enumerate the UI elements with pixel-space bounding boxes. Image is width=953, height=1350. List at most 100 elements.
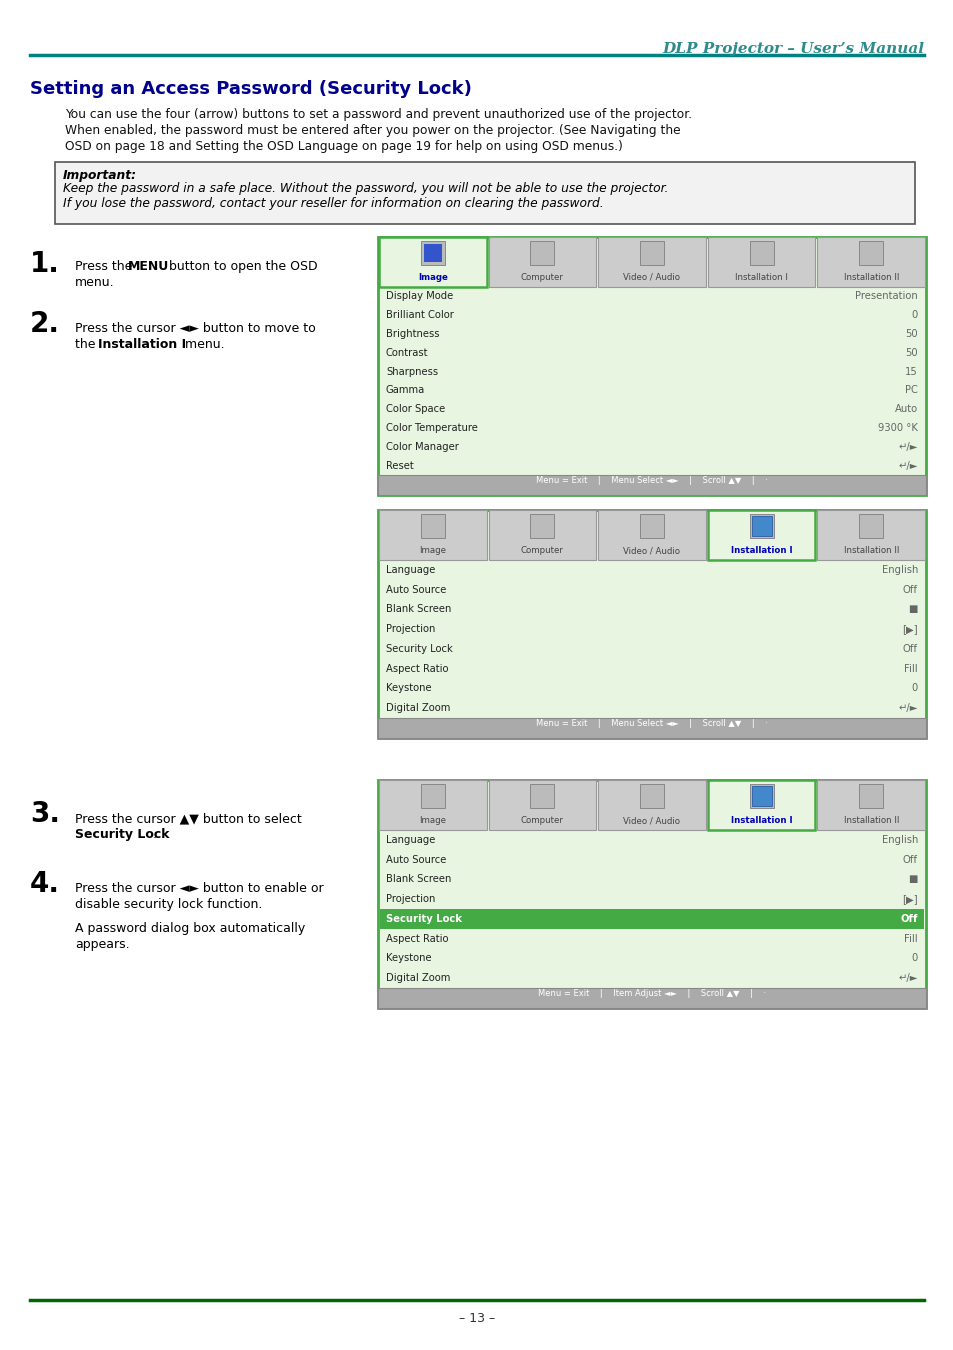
Text: 4.: 4. [30, 869, 60, 898]
FancyBboxPatch shape [378, 510, 486, 560]
FancyBboxPatch shape [488, 510, 596, 560]
FancyBboxPatch shape [377, 988, 925, 1008]
Text: Installation I: Installation I [735, 273, 787, 282]
FancyBboxPatch shape [707, 238, 815, 288]
Text: Installation I: Installation I [98, 338, 186, 351]
Text: 1.: 1. [30, 250, 60, 278]
Text: English: English [881, 564, 917, 575]
FancyBboxPatch shape [817, 780, 924, 830]
Text: PC: PC [904, 385, 917, 396]
Text: Installation II: Installation II [842, 815, 898, 825]
Text: Keystone: Keystone [386, 953, 431, 964]
Text: the: the [75, 338, 99, 351]
Text: Computer: Computer [520, 815, 563, 825]
Text: 9300 °K: 9300 °K [877, 423, 917, 433]
Text: 3.: 3. [30, 801, 60, 828]
Text: Digital Zoom: Digital Zoom [386, 973, 450, 983]
FancyBboxPatch shape [488, 780, 596, 830]
FancyBboxPatch shape [707, 780, 815, 830]
Text: Press the cursor ▲▼ button to select: Press the cursor ▲▼ button to select [75, 811, 301, 825]
Text: Brilliant Color: Brilliant Color [386, 310, 454, 320]
FancyBboxPatch shape [749, 242, 773, 265]
Text: DLP Projector – User’s Manual: DLP Projector – User’s Manual [661, 42, 923, 55]
Text: Language: Language [386, 564, 435, 575]
Text: Keep the password in a safe place. Without the password, you will not be able to: Keep the password in a safe place. Witho… [63, 182, 668, 194]
Text: Presentation: Presentation [854, 292, 917, 301]
Text: Press the cursor ◄► button to move to: Press the cursor ◄► button to move to [75, 323, 315, 335]
Text: Installation I: Installation I [730, 545, 792, 555]
Text: 0: 0 [911, 310, 917, 320]
Text: Off: Off [902, 855, 917, 864]
Text: Installation II: Installation II [842, 273, 898, 282]
Text: Blank Screen: Blank Screen [386, 605, 451, 614]
Text: Installation II: Installation II [842, 545, 898, 555]
Text: Auto: Auto [894, 404, 917, 414]
Text: Press the: Press the [75, 261, 136, 273]
FancyBboxPatch shape [817, 238, 924, 288]
Text: Display Mode: Display Mode [386, 292, 453, 301]
Text: Image: Image [419, 545, 446, 555]
FancyBboxPatch shape [859, 784, 882, 809]
FancyBboxPatch shape [423, 244, 441, 262]
Text: ↵/►: ↵/► [898, 703, 917, 713]
Text: Important:: Important: [63, 169, 137, 182]
Text: Keystone: Keystone [386, 683, 431, 694]
FancyBboxPatch shape [530, 242, 554, 265]
FancyBboxPatch shape [598, 780, 705, 830]
Text: ■: ■ [907, 605, 917, 614]
FancyBboxPatch shape [749, 514, 773, 539]
Text: Blank Screen: Blank Screen [386, 875, 451, 884]
Text: Aspect Ratio: Aspect Ratio [386, 664, 448, 674]
Text: Setting an Access Password (Security Lock): Setting an Access Password (Security Loc… [30, 80, 472, 99]
Text: Projection: Projection [386, 894, 435, 904]
Text: 0: 0 [911, 683, 917, 694]
Text: Video / Audio: Video / Audio [623, 815, 679, 825]
Text: ■: ■ [907, 875, 917, 884]
Text: 50: 50 [904, 329, 917, 339]
Text: OSD on page 18 and Setting the OSD Language on page 19 for help on using OSD men: OSD on page 18 and Setting the OSD Langu… [65, 140, 622, 153]
FancyBboxPatch shape [377, 510, 925, 738]
Text: Computer: Computer [520, 273, 563, 282]
Text: Press the cursor ◄► button to enable or: Press the cursor ◄► button to enable or [75, 882, 323, 895]
Text: [▶]: [▶] [902, 624, 917, 634]
Text: Auto Source: Auto Source [386, 585, 446, 594]
Text: Color Space: Color Space [386, 404, 445, 414]
FancyBboxPatch shape [817, 510, 924, 560]
Text: ↵/►: ↵/► [898, 973, 917, 983]
Text: When enabled, the password must be entered after you power on the projector. (Se: When enabled, the password must be enter… [65, 124, 679, 136]
Text: Fill: Fill [903, 664, 917, 674]
FancyBboxPatch shape [377, 475, 925, 495]
FancyBboxPatch shape [55, 162, 914, 224]
Text: Brightness: Brightness [386, 329, 439, 339]
FancyBboxPatch shape [751, 516, 771, 536]
Text: Off: Off [900, 914, 917, 923]
Text: Fill: Fill [903, 934, 917, 944]
FancyBboxPatch shape [707, 510, 815, 560]
Text: button to open the OSD: button to open the OSD [165, 261, 317, 273]
FancyBboxPatch shape [488, 238, 596, 288]
FancyBboxPatch shape [378, 238, 486, 288]
Text: 15: 15 [904, 367, 917, 377]
FancyBboxPatch shape [598, 510, 705, 560]
Text: A password dialog box automatically: A password dialog box automatically [75, 922, 305, 936]
Text: ↵/►: ↵/► [898, 460, 917, 471]
Text: Color Temperature: Color Temperature [386, 423, 477, 433]
FancyBboxPatch shape [639, 242, 663, 265]
Text: 2.: 2. [30, 310, 60, 338]
Text: Contrast: Contrast [386, 348, 428, 358]
Text: Installation I: Installation I [730, 815, 792, 825]
FancyBboxPatch shape [751, 786, 771, 806]
FancyBboxPatch shape [420, 784, 444, 809]
Text: Image: Image [419, 815, 446, 825]
Text: Gamma: Gamma [386, 385, 425, 396]
Text: Security Lock: Security Lock [75, 828, 170, 841]
Text: [▶]: [▶] [902, 894, 917, 904]
Text: Auto Source: Auto Source [386, 855, 446, 864]
Text: disable security lock function.: disable security lock function. [75, 898, 262, 911]
Text: If you lose the password, contact your reseller for information on clearing the : If you lose the password, contact your r… [63, 197, 603, 211]
FancyBboxPatch shape [379, 909, 923, 929]
FancyBboxPatch shape [530, 784, 554, 809]
Text: Security Lock: Security Lock [386, 644, 453, 653]
Text: menu.: menu. [181, 338, 224, 351]
Text: English: English [881, 834, 917, 845]
